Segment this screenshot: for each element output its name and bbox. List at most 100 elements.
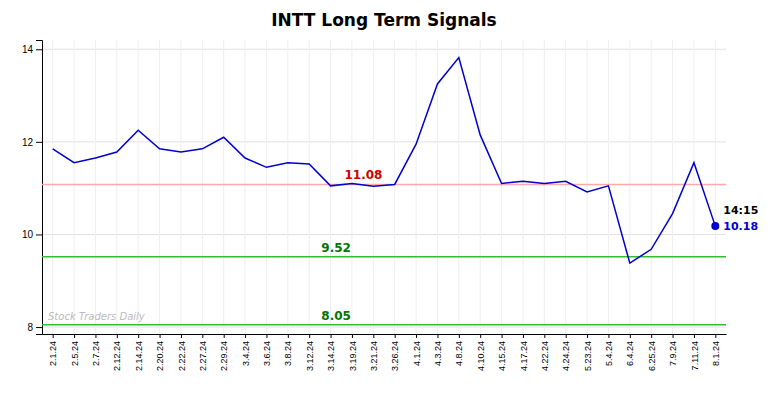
tick-mark bbox=[480, 334, 481, 338]
tick: 2.22.24 bbox=[177, 334, 187, 371]
tick-mark bbox=[502, 334, 503, 338]
tick-label: 2.22.24 bbox=[177, 341, 187, 371]
grid-line bbox=[544, 40, 545, 334]
grid-line bbox=[394, 40, 395, 334]
reference-line bbox=[42, 324, 726, 326]
tick: 2.14.24 bbox=[134, 334, 144, 371]
tick: 14 bbox=[22, 44, 42, 55]
grid-line bbox=[629, 40, 630, 334]
grid-line bbox=[42, 49, 726, 50]
grid-line bbox=[245, 40, 246, 334]
price-line bbox=[53, 58, 716, 264]
grid-line bbox=[95, 40, 96, 334]
tick: 4.3.24 bbox=[433, 334, 443, 366]
tick-label: 7.11.24 bbox=[690, 341, 700, 370]
tick-label: 3.19.24 bbox=[348, 341, 358, 371]
tick-mark bbox=[160, 334, 161, 338]
tick: 4.10.24 bbox=[476, 334, 486, 371]
axis-line bbox=[36, 41, 43, 335]
tick: 10 bbox=[22, 229, 42, 240]
tick-label: 4.10.24 bbox=[476, 341, 486, 371]
tick-label: 3.4.24 bbox=[241, 341, 251, 366]
tick: 3.14.24 bbox=[326, 334, 336, 371]
grid-line bbox=[74, 40, 75, 334]
axis-line bbox=[43, 334, 727, 335]
tick-mark bbox=[395, 334, 396, 338]
tick-mark bbox=[36, 142, 42, 143]
tick-label: 4.8.24 bbox=[454, 341, 464, 366]
grid bbox=[42, 40, 726, 334]
grid-line bbox=[309, 40, 310, 334]
reference-label: 11.08 bbox=[344, 168, 382, 182]
tick: 4.17.24 bbox=[519, 334, 529, 371]
tick: 5.4.24 bbox=[604, 334, 614, 366]
tick: 12 bbox=[22, 137, 42, 148]
tick-label: 3.26.24 bbox=[390, 341, 400, 371]
title: INTT Long Term Signals bbox=[271, 10, 496, 30]
tick: 2.12.24 bbox=[112, 334, 122, 371]
tick-label: 12 bbox=[22, 137, 34, 148]
grid-line bbox=[587, 40, 588, 334]
grid-line bbox=[223, 40, 224, 334]
tick: 8 bbox=[27, 322, 42, 333]
tick-label: 6.25.24 bbox=[647, 341, 657, 371]
tick-mark bbox=[331, 334, 332, 338]
tick-mark bbox=[694, 334, 695, 338]
tick-label: 3.12.24 bbox=[305, 341, 315, 371]
tick-label: 4.3.24 bbox=[433, 341, 443, 366]
tick-mark bbox=[138, 334, 139, 338]
grid-line bbox=[715, 40, 716, 334]
tick: 2.29.24 bbox=[219, 334, 229, 371]
tick: 3.19.24 bbox=[348, 334, 358, 371]
tick: 3.26.24 bbox=[390, 334, 400, 371]
watermark: Stock Traders Daily bbox=[48, 311, 146, 322]
tick-label: 4.1.24 bbox=[412, 341, 422, 366]
tick-label: 3.14.24 bbox=[326, 341, 336, 371]
tick-mark bbox=[224, 334, 225, 338]
marks bbox=[42, 58, 726, 325]
tick-mark bbox=[608, 334, 609, 338]
tick-label: 3.21.24 bbox=[369, 341, 379, 371]
tick-mark bbox=[651, 334, 652, 338]
grid-line bbox=[180, 40, 181, 334]
grid-line bbox=[501, 40, 502, 334]
tick: 2.1.24 bbox=[48, 334, 58, 366]
chart: 8 10 12 14 2.1.24 2.5.24 2.7.24 2.12.24 2.14.24 2… bbox=[0, 0, 784, 398]
tick-mark bbox=[566, 334, 567, 338]
tick: 6.25.24 bbox=[647, 334, 657, 371]
grid-line bbox=[42, 141, 726, 142]
tick-label: 2.12.24 bbox=[112, 341, 122, 371]
last-point bbox=[711, 222, 719, 230]
tick-mark bbox=[53, 334, 54, 338]
tick: 2.20.24 bbox=[155, 334, 165, 371]
annotations: 11.089.528.0514:1510.18Stock Traders Dai… bbox=[48, 168, 758, 322]
tick-mark bbox=[416, 334, 417, 338]
tick-mark bbox=[673, 334, 674, 338]
tick-label: 3.6.24 bbox=[262, 341, 272, 366]
grid-line bbox=[480, 40, 481, 334]
tick-label: 2.27.24 bbox=[198, 341, 208, 371]
tick-mark bbox=[266, 334, 267, 338]
tick-label: 3.8.24 bbox=[283, 341, 293, 366]
tick-mark bbox=[587, 334, 588, 338]
tick: 3.4.24 bbox=[241, 334, 251, 366]
tick: 4.24.24 bbox=[561, 334, 571, 371]
tick: 2.5.24 bbox=[70, 334, 80, 366]
grid-line bbox=[565, 40, 566, 334]
tick: 4.22.24 bbox=[540, 334, 550, 371]
tick: 2.27.24 bbox=[198, 334, 208, 371]
tick-mark bbox=[245, 334, 246, 338]
tick-mark bbox=[373, 334, 374, 338]
grid-line bbox=[651, 40, 652, 334]
grid-line bbox=[42, 327, 726, 328]
grid-line bbox=[330, 40, 331, 334]
grid-line bbox=[351, 40, 352, 334]
plot-area: 8 10 12 14 2.1.24 2.5.24 2.7.24 2.12.24 2.14.24 2… bbox=[22, 40, 758, 371]
tick-mark bbox=[202, 334, 203, 338]
tick-label: 2.7.24 bbox=[91, 341, 101, 366]
tick-mark bbox=[36, 327, 42, 328]
tick-mark bbox=[74, 334, 75, 338]
reference-line bbox=[42, 256, 726, 258]
tick: 6.4.24 bbox=[625, 334, 635, 366]
tick: 4.15.24 bbox=[497, 334, 507, 371]
